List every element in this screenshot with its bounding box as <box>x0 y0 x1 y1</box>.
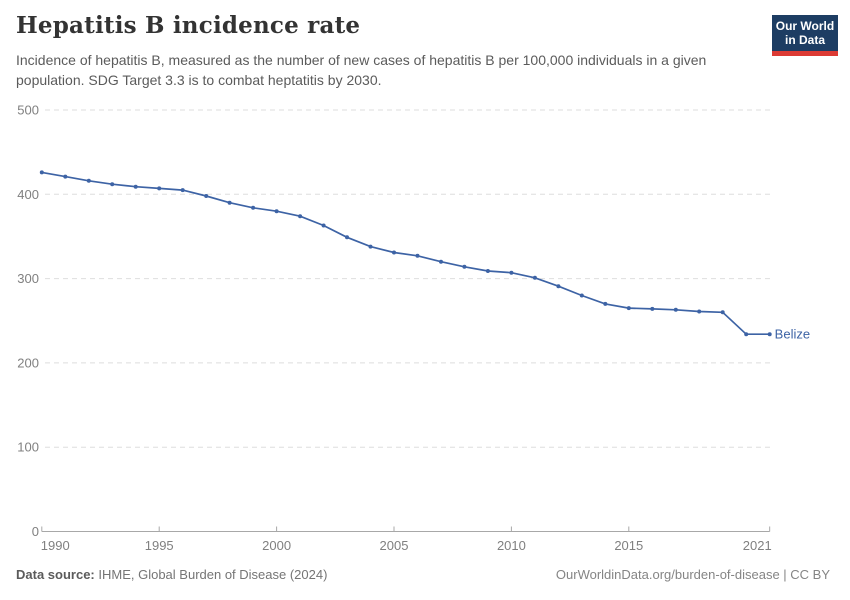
data-point[interactable] <box>39 170 44 175</box>
data-point[interactable] <box>532 275 537 280</box>
data-point[interactable] <box>673 307 678 312</box>
data-point[interactable] <box>110 182 115 187</box>
data-source-note: Data source: IHME, Global Burden of Dise… <box>16 567 327 582</box>
data-point[interactable] <box>720 310 725 315</box>
data-point[interactable] <box>579 293 584 298</box>
data-point[interactable] <box>462 264 467 269</box>
x-tick-label: 2000 <box>262 538 291 553</box>
data-point[interactable] <box>368 244 373 249</box>
data-point[interactable] <box>345 235 349 240</box>
series-end-label[interactable]: Belize <box>775 327 810 342</box>
data-point[interactable] <box>415 253 420 258</box>
owid-logo-line1: Our World <box>775 19 835 33</box>
data-point[interactable] <box>274 209 279 214</box>
chart-subtitle: Incidence of hepatitis B, measured as th… <box>16 52 707 89</box>
x-tick-label: 2010 <box>497 538 526 553</box>
data-point[interactable] <box>227 200 232 205</box>
x-tick-label: 1990 <box>41 538 70 553</box>
data-point[interactable] <box>392 250 396 255</box>
y-tick-label: 0 <box>32 524 39 539</box>
data-point[interactable] <box>744 332 749 337</box>
data-point[interactable] <box>485 269 490 273</box>
x-axis-labels: 1990 1995 2000 2005 2010 2015 2021 <box>41 538 772 553</box>
data-point[interactable] <box>157 186 162 191</box>
x-axis <box>41 526 771 532</box>
data-point[interactable] <box>697 309 702 314</box>
chart-footer: Data source: IHME, Global Burden of Dise… <box>16 567 830 582</box>
y-tick-label: 300 <box>17 271 39 286</box>
x-tick-label: 2015 <box>614 538 643 553</box>
owid-logo-line2: in Data <box>784 33 825 47</box>
credit-link[interactable]: OurWorldinData.org/burden-of-disease | C… <box>555 567 830 582</box>
y-tick-label: 200 <box>17 355 39 370</box>
data-point[interactable] <box>133 184 138 189</box>
data-point[interactable] <box>321 223 326 228</box>
data-point[interactable] <box>251 205 256 210</box>
x-tick-label: 2021 <box>743 538 772 553</box>
data-point[interactable] <box>86 178 91 183</box>
x-tick-label: 2005 <box>380 538 409 553</box>
data-point[interactable] <box>439 259 443 264</box>
x-tick-label: 1995 <box>145 538 174 553</box>
data-point[interactable] <box>556 284 561 289</box>
gridlines <box>45 109 770 448</box>
owid-logo[interactable]: Our World in Data <box>772 15 838 56</box>
data-point[interactable] <box>767 332 772 337</box>
y-axis-labels: 0 100 200 300 400 500 <box>17 103 39 540</box>
data-point[interactable] <box>180 188 185 193</box>
data-point[interactable] <box>63 174 68 179</box>
y-tick-label: 100 <box>17 440 39 455</box>
data-point[interactable] <box>626 306 631 311</box>
data-point[interactable] <box>298 214 303 219</box>
series-line[interactable] <box>41 171 770 336</box>
data-point[interactable] <box>603 301 608 306</box>
data-source-label: Data source: <box>16 567 95 582</box>
y-tick-label: 400 <box>17 187 39 202</box>
data-point[interactable] <box>650 306 655 311</box>
y-tick-label: 500 <box>17 103 39 118</box>
data-point[interactable] <box>204 194 209 198</box>
data-series-belize[interactable] <box>39 170 772 337</box>
data-source-value: IHME, Global Burden of Disease (2024) <box>98 567 328 582</box>
data-point[interactable] <box>509 270 514 275</box>
page-title: Hepatitis B incidence rate <box>16 12 361 39</box>
